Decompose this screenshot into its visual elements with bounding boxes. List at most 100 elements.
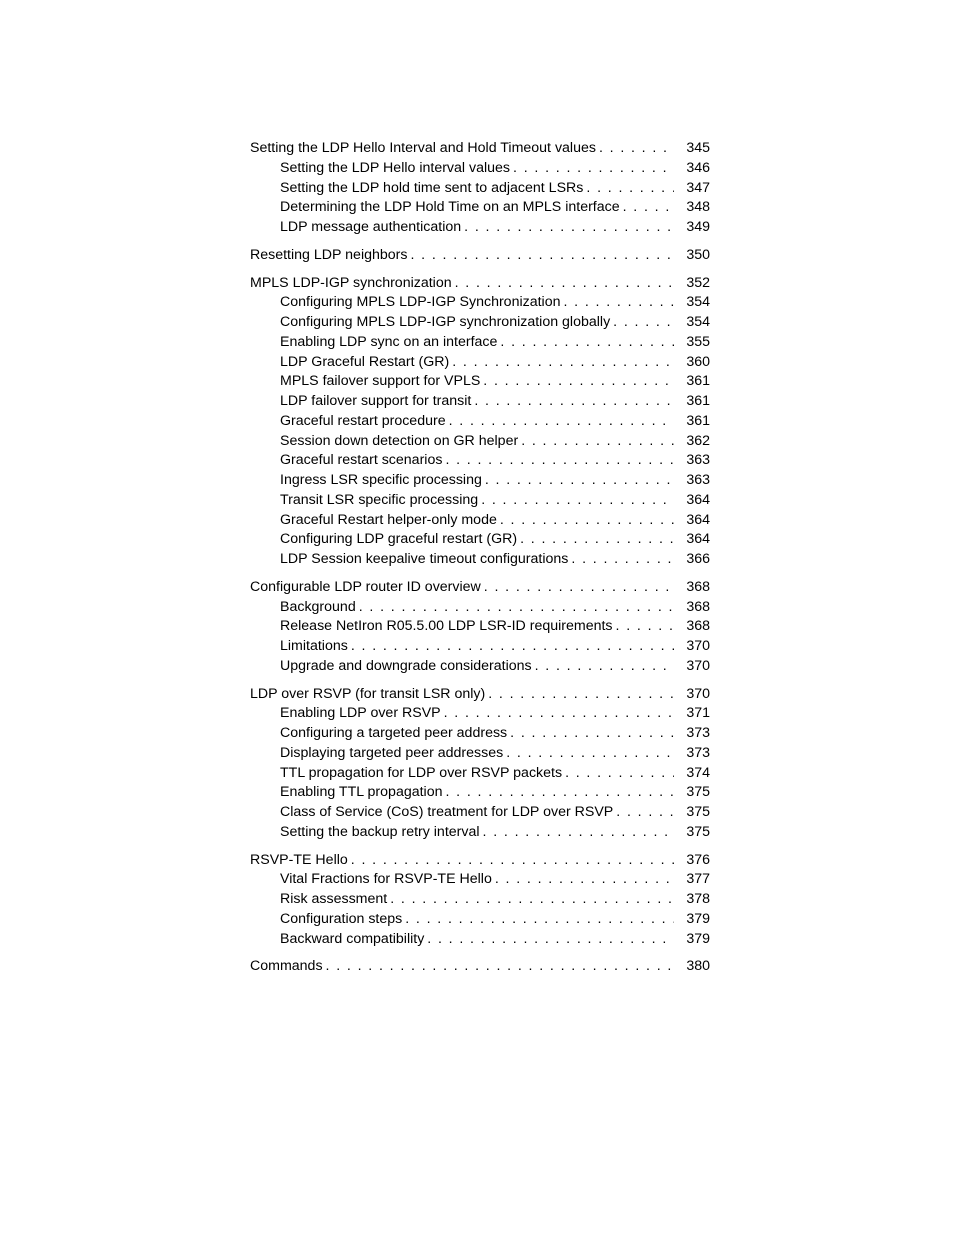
toc-leader-dots — [478, 492, 674, 510]
toc-leader-dots — [485, 686, 674, 704]
toc-leader-dots — [442, 784, 674, 802]
toc-entry-title: Configuring LDP graceful restart (GR) — [280, 531, 517, 549]
toc-entry-page: 377 — [674, 871, 710, 889]
toc-entry-title: Vital Fractions for RSVP-TE Hello — [280, 871, 492, 889]
toc-leader-dots — [613, 618, 674, 636]
toc-entry-page: 376 — [674, 852, 710, 870]
toc-entry-title: MPLS failover support for VPLS — [280, 373, 480, 391]
toc-group: Resetting LDP neighbors350 — [250, 247, 710, 265]
toc-entry: LDP over RSVP (for transit LSR only)370 — [250, 686, 710, 704]
toc-entry-title: Graceful restart procedure — [280, 413, 446, 431]
toc-leader-dots — [471, 393, 674, 411]
toc-entry-page: 366 — [674, 551, 710, 569]
toc-leader-dots — [482, 472, 674, 490]
toc-entry: Graceful restart scenarios 363 — [280, 452, 710, 470]
toc-leader-dots — [560, 294, 674, 312]
toc-leader-dots — [480, 373, 674, 391]
toc-entry: Resetting LDP neighbors350 — [250, 247, 710, 265]
toc-group: RSVP-TE Hello 376 Vital Fractions for RSVP… — [250, 852, 710, 949]
toc-leader-dots — [424, 931, 674, 949]
toc-entry-title: Resetting LDP neighbors — [250, 247, 407, 265]
toc-entry-title: RSVP-TE Hello — [250, 852, 348, 870]
toc-entry: Graceful restart procedure361 — [280, 413, 710, 431]
toc-leader-dots — [449, 354, 674, 372]
toc-entry: MPLS LDP-IGP synchronization 352 — [250, 275, 710, 293]
toc-entry: LDP failover support for transit361 — [280, 393, 710, 411]
toc-entry: Configuring a targeted peer address373 — [280, 725, 710, 743]
toc-leader-dots — [402, 911, 674, 929]
toc-entry: Configuring MPLS LDP-IGP Synchronization… — [280, 294, 710, 312]
toc-entry-page: 368 — [674, 618, 710, 636]
toc-entry-title: Displaying targeted peer addresses — [280, 745, 503, 763]
toc-leader-dots — [356, 599, 674, 617]
toc-entry: Release NetIron R05.5.00 LDP LSR-ID requ… — [280, 618, 710, 636]
toc-entry-title: LDP Session keepalive timeout configurat… — [280, 551, 568, 569]
toc-entry-title: Configuring MPLS LDP-IGP Synchronization — [280, 294, 560, 312]
toc-leader-dots — [613, 804, 674, 822]
toc-entry: Configuration steps 379 — [280, 911, 710, 929]
toc-leader-dots — [387, 891, 674, 909]
toc-entry: Determining the LDP Hold Time on an MPLS… — [280, 199, 710, 217]
toc-entry: Session down detection on GR helper362 — [280, 433, 710, 451]
toc-entry: Configuring MPLS LDP-IGP synchronization… — [280, 314, 710, 332]
toc-entry-title: LDP over RSVP (for transit LSR only) — [250, 686, 485, 704]
toc-entry: Limitations 370 — [280, 638, 710, 656]
toc-entry-title: MPLS LDP-IGP synchronization — [250, 275, 452, 293]
toc-leader-dots — [452, 275, 674, 293]
toc-entry-page: 354 — [674, 314, 710, 332]
toc-entry: LDP message authentication349 — [280, 219, 710, 237]
toc-entry-page: 347 — [674, 180, 710, 198]
toc-entry-title: Graceful restart scenarios — [280, 452, 442, 470]
toc-entry-page: 352 — [674, 275, 710, 293]
toc-page: Setting the LDP Hello Interval and Hold … — [250, 140, 710, 986]
toc-entry-page: 363 — [674, 452, 710, 470]
toc-entry: Backward compatibility379 — [280, 931, 710, 949]
toc-leader-dots — [596, 140, 674, 158]
toc-entry-page: 379 — [674, 911, 710, 929]
toc-leader-dots — [461, 219, 674, 237]
toc-entry-page: 368 — [674, 599, 710, 617]
toc-entry: TTL propagation for LDP over RSVP packet… — [280, 765, 710, 783]
toc-entry-title: Risk assessment — [280, 891, 387, 909]
toc-entry-page: 370 — [674, 658, 710, 676]
toc-entry-page: 371 — [674, 705, 710, 723]
toc-entry-page: 360 — [674, 354, 710, 372]
toc-entry-title: Commands — [250, 958, 323, 976]
toc-entry-page: 354 — [674, 294, 710, 312]
toc-entry-title: Ingress LSR specific processing — [280, 472, 482, 490]
toc-entry-title: Limitations — [280, 638, 348, 656]
toc-leader-dots — [407, 247, 674, 265]
toc-entry-page: 375 — [674, 804, 710, 822]
toc-entry-page: 370 — [674, 638, 710, 656]
toc-group: LDP over RSVP (for transit LSR only)370 E… — [250, 686, 710, 842]
toc-entry-title: Upgrade and downgrade considerations — [280, 658, 532, 676]
toc-leader-dots — [518, 433, 674, 451]
toc-entry: Class of Service (CoS) treatment for LDP… — [280, 804, 710, 822]
toc-entry-page: 364 — [674, 531, 710, 549]
toc-leader-dots — [323, 958, 674, 976]
toc-entry-title: Backward compatibility — [280, 931, 424, 949]
toc-entry-page: 364 — [674, 512, 710, 530]
toc-entry-title: Setting the LDP hold time sent to adjace… — [280, 180, 583, 198]
toc-entry-title: Class of Service (CoS) treatment for LDP… — [280, 804, 613, 822]
toc-leader-dots — [568, 551, 674, 569]
toc-entry-title: Release NetIron R05.5.00 LDP LSR-ID requ… — [280, 618, 613, 636]
toc-entry: MPLS failover support for VPLS361 — [280, 373, 710, 391]
toc-leader-dots — [583, 180, 674, 198]
toc-entry-title: Transit LSR specific processing — [280, 492, 478, 510]
toc-entry-title: Setting the LDP Hello interval values — [280, 160, 510, 178]
toc-entry-title: Enabling TTL propagation — [280, 784, 442, 802]
toc-entry: Commands 380 — [250, 958, 710, 976]
toc-entry-page: 373 — [674, 725, 710, 743]
toc-entry-title: Configurable LDP router ID overview — [250, 579, 481, 597]
toc-entry-page: 349 — [674, 219, 710, 237]
toc-entry-page: 378 — [674, 891, 710, 909]
toc-entry: Upgrade and downgrade considerations 370 — [280, 658, 710, 676]
toc-leader-dots — [481, 579, 674, 597]
toc-entry-title: Configuration steps — [280, 911, 402, 929]
toc-entry-page: 380 — [674, 958, 710, 976]
toc-group: Setting the LDP Hello Interval and Hold … — [250, 140, 710, 237]
toc-entry-title: Setting the backup retry interval — [280, 824, 480, 842]
toc-entry: Ingress LSR specific processing363 — [280, 472, 710, 490]
toc-entry-title: Configuring MPLS LDP-IGP synchronization… — [280, 314, 610, 332]
